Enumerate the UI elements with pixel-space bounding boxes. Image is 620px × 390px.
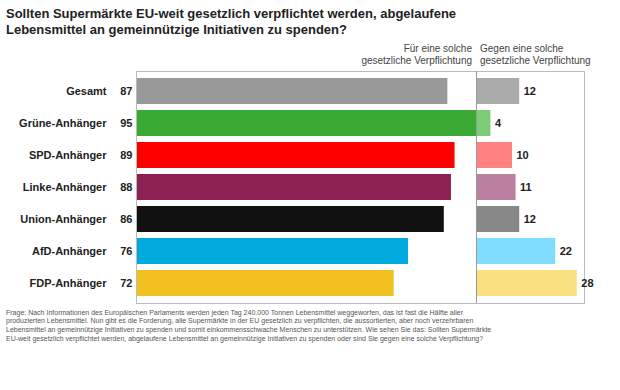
svg-text:4: 4 (495, 117, 502, 129)
svg-text:Gesamt: Gesamt (66, 85, 107, 97)
svg-text:22: 22 (560, 245, 572, 257)
svg-text:Union-Anhänger: Union-Anhänger (20, 213, 107, 225)
svg-text:FDP-Anhänger: FDP-Anhänger (30, 277, 108, 289)
svg-text:Grüne-Anhänger: Grüne-Anhänger (19, 117, 107, 129)
svg-text:72: 72 (120, 277, 132, 289)
svg-text:76: 76 (120, 245, 132, 257)
svg-text:28: 28 (581, 277, 593, 289)
svg-text:89: 89 (120, 149, 132, 161)
svg-text:12: 12 (524, 85, 536, 97)
svg-text:12: 12 (524, 213, 536, 225)
svg-text:86: 86 (120, 213, 132, 225)
svg-text:95: 95 (120, 117, 132, 129)
html-text:Frage: Nach Informationen des: Frage: Nach Informationen des Europäisch… (6, 308, 492, 342)
svg-text:10: 10 (517, 149, 529, 161)
svg-text:AfD-Anhänger: AfD-Anhänger (32, 245, 107, 257)
html-text:Für eine solche gesetzliche Ve: Für eine solche gesetzliche Verpflichtun… (361, 42, 472, 66)
svg-text:SPD-Anhänger: SPD-Anhänger (29, 149, 107, 161)
svg-text:87: 87 (120, 85, 132, 97)
svg-text:88: 88 (120, 181, 132, 193)
html-text:Sollten Supermärkte EU-weit ge: Sollten Supermärkte EU-weit gesetzlich v… (6, 6, 457, 38)
svg-text:11: 11 (520, 181, 532, 193)
svg-text:Linke-Anhänger: Linke-Anhänger (23, 181, 107, 193)
html-text:Gegen eine solche gesetzliche: Gegen eine solche gesetzliche Verpflicht… (480, 42, 591, 66)
